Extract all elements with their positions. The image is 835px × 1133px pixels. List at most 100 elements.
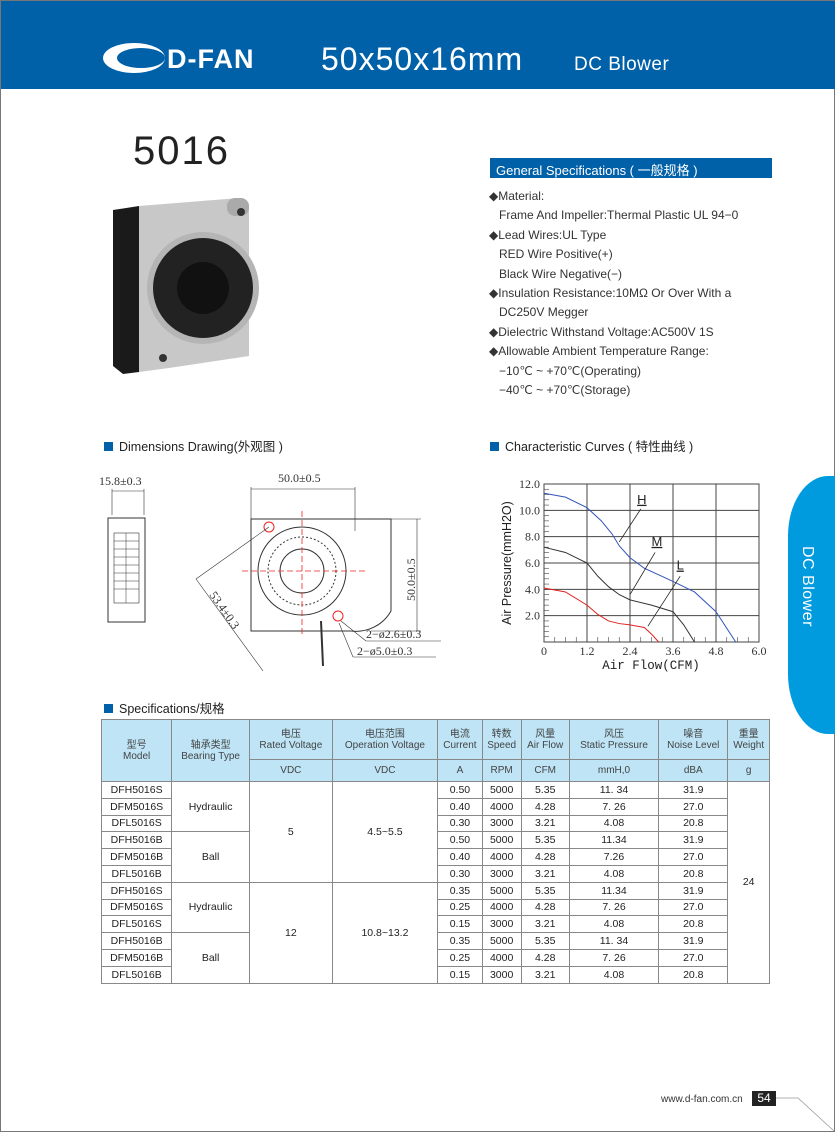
series-label: L <box>677 558 684 573</box>
table-row: DFH5016S Hydraulic 12 10.8~13.2 0.35 5000 5.35… <box>100 881 770 984</box>
speed-cell: 4000 <box>481 948 522 967</box>
model-cell: DFL5016S <box>100 814 173 833</box>
y-tick-label: 4.0 <box>525 582 540 596</box>
speed-cell: 3000 <box>481 965 522 984</box>
column-header: 风压 Static Pressure <box>568 719 660 760</box>
curves-heading: Characteristic Curves ( 特性曲线 ) <box>490 436 693 455</box>
airflow-cell: 4.28 <box>520 948 570 967</box>
operation-voltage-cell: 10.8~13.2 <box>331 881 439 984</box>
spec-line: ◆Allowable Ambient Temperature Range: <box>489 344 709 359</box>
noise-cell: 31.9 <box>658 881 729 900</box>
rated-voltage-cell: 12 <box>248 881 333 984</box>
size-title: 50x50x16mm <box>321 41 524 77</box>
noise-cell: 20.8 <box>658 965 729 984</box>
current-cell: 0.15 <box>437 915 483 934</box>
speed-cell: 4000 <box>481 848 522 866</box>
current-cell: 0.35 <box>437 881 483 900</box>
side-tab-label: DC Blower <box>799 546 816 627</box>
x-axis-label: Air Flow(CFM) <box>602 659 700 673</box>
model-cell: DFM5016B <box>100 948 173 967</box>
leader-line <box>629 552 656 595</box>
speed-cell: 5000 <box>481 881 522 900</box>
noise-cell: 20.8 <box>658 814 729 833</box>
pressure-cell: 7. 26 <box>568 898 660 917</box>
curve-M <box>543 546 695 643</box>
speed-cell: 3000 <box>481 915 522 934</box>
column-header: 噪音 Noise Level <box>658 719 729 760</box>
pressure-cell: 11.34 <box>568 831 660 850</box>
dimensions-title: Dimensions Drawing(外观图 ) <box>119 440 283 454</box>
unit-header: CFM <box>520 759 570 782</box>
spec-line: Frame And Impeller:Thermal Plastic UL 94… <box>499 208 739 223</box>
specs-heading: Specifications/规格 <box>104 698 225 717</box>
spec-line: −40℃ ~ +70℃(Storage) <box>499 383 631 398</box>
speed-cell: 4000 <box>481 898 522 917</box>
small-hole-label: 2−ø2.6±0.3 <box>366 627 421 641</box>
operation-voltage-cell: 4.5~5.5 <box>331 781 439 883</box>
pressure-cell: 7. 26 <box>568 797 660 816</box>
current-cell: 0.25 <box>437 948 483 967</box>
x-tick-label: 2.4 <box>623 644 638 658</box>
leader-line <box>618 508 642 543</box>
y-tick-label: 12.0 <box>519 477 540 491</box>
square-bullet-icon <box>490 442 499 451</box>
noise-cell: 27.0 <box>658 898 729 917</box>
speed-cell: 5000 <box>481 831 522 850</box>
column-header: 风量 Air Flow <box>520 719 570 760</box>
column-header: 轴承类型 Bearing Type <box>171 719 250 782</box>
table-row: DFM5016B 0.25 4000 4.28 7. 26 27.0 <box>100 948 770 967</box>
table-row: DFM5016B 0.40 4000 4.28 7.26 27.0 <box>100 848 770 866</box>
side-tab: DC Blower <box>788 476 835 734</box>
footer-url: www.d-fan.com.cn <box>661 1094 743 1105</box>
type-title: DC Blower <box>574 54 670 75</box>
pressure-cell: 7.26 <box>568 848 660 866</box>
table-row: DFM5016S 0.40 4000 4.28 7. 26 27.0 <box>100 797 770 816</box>
unit-header: VDC <box>248 759 333 782</box>
model-cell: DFL5016B <box>100 965 173 984</box>
model-cell: DFM5016S <box>100 797 173 816</box>
spec-line: −10℃ ~ +70℃(Operating) <box>499 363 642 378</box>
x-tick-label: 0 <box>541 644 547 658</box>
table-row: DFM5016S 0.25 4000 4.28 7. 26 27.0 <box>100 898 770 917</box>
thickness-label: 15.8±0.3 <box>99 474 142 488</box>
specs-table: 型号 Model 轴承类型 Bearing Type 电压 Rated Voltage 电压… <box>100 719 770 984</box>
airflow-cell: 3.21 <box>520 965 570 984</box>
spec-line: DC250V Megger <box>499 305 589 320</box>
unit-header: mmH,0 <box>568 759 660 782</box>
pressure-cell: 4.08 <box>568 915 660 934</box>
column-header: 转数 Speed <box>481 719 522 760</box>
spec-line: ◆Dielectric Withstand Voltage:AC500V 1S <box>489 324 714 339</box>
spec-line: ◆Insulation Resistance:10MΩ Or Over With… <box>489 286 732 301</box>
spec-line: RED Wire Positive(+) <box>499 247 613 262</box>
series-label: H <box>637 492 646 507</box>
airflow-cell: 3.21 <box>520 814 570 833</box>
unit-header: A <box>437 759 483 782</box>
brand-name: D-FAN <box>167 44 255 74</box>
bearing-cell: Ball <box>171 932 250 984</box>
noise-cell: 31.9 <box>658 831 729 850</box>
characteristic-curves-chart: 0 1.2 2.4 3.6 4.8 6.0 2.0 4.0 6.0 8.0 10.0 12.0 Air … <box>500 477 767 673</box>
speed-cell: 5000 <box>481 932 522 950</box>
current-cell: 0.15 <box>437 965 483 984</box>
pressure-cell: 4.08 <box>568 965 660 984</box>
noise-cell: 27.0 <box>658 797 729 816</box>
airflow-cell: 5.35 <box>520 781 570 799</box>
fan-product-photo <box>113 198 259 374</box>
unit-header: g <box>727 759 770 782</box>
noise-cell: 27.0 <box>658 948 729 967</box>
table-row: DFH5016S Hydraulic 5 4.5~5.5 0.50 5000 5.35 11.… <box>100 780 770 984</box>
page-header: D-FAN 50x50x16mm DC Blower <box>1 1 835 89</box>
unit-header: VDC <box>331 759 439 782</box>
model-number: 5016 <box>133 129 230 173</box>
curve-L <box>543 587 660 643</box>
current-cell: 0.25 <box>437 898 483 917</box>
model-cell: DFH5016S <box>100 781 173 799</box>
model-cell: DFL5016B <box>100 864 173 883</box>
dimensions-heading: Dimensions Drawing(外观图 ) <box>104 436 283 455</box>
page-number: 54 <box>752 1091 776 1106</box>
leader-line <box>647 575 681 627</box>
square-bullet-icon <box>104 442 113 451</box>
bearing-cell: Hydraulic <box>171 780 250 833</box>
dimensions-drawing: 15.8±0.3 50.0±0.5 50.0±0.5 53.4±0.3 2−ø2… <box>99 471 441 671</box>
table-row: DFL5016S 0.30 3000 3.21 4.08 20.8 <box>100 814 770 833</box>
